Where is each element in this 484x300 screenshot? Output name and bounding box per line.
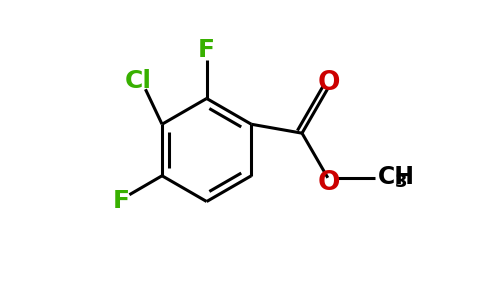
Text: F: F xyxy=(198,38,215,62)
Text: O: O xyxy=(318,170,341,196)
Text: CH: CH xyxy=(378,165,415,189)
Text: Cl: Cl xyxy=(125,69,152,93)
Text: F: F xyxy=(113,189,130,213)
Text: 3: 3 xyxy=(395,173,408,191)
Text: O: O xyxy=(318,70,341,96)
